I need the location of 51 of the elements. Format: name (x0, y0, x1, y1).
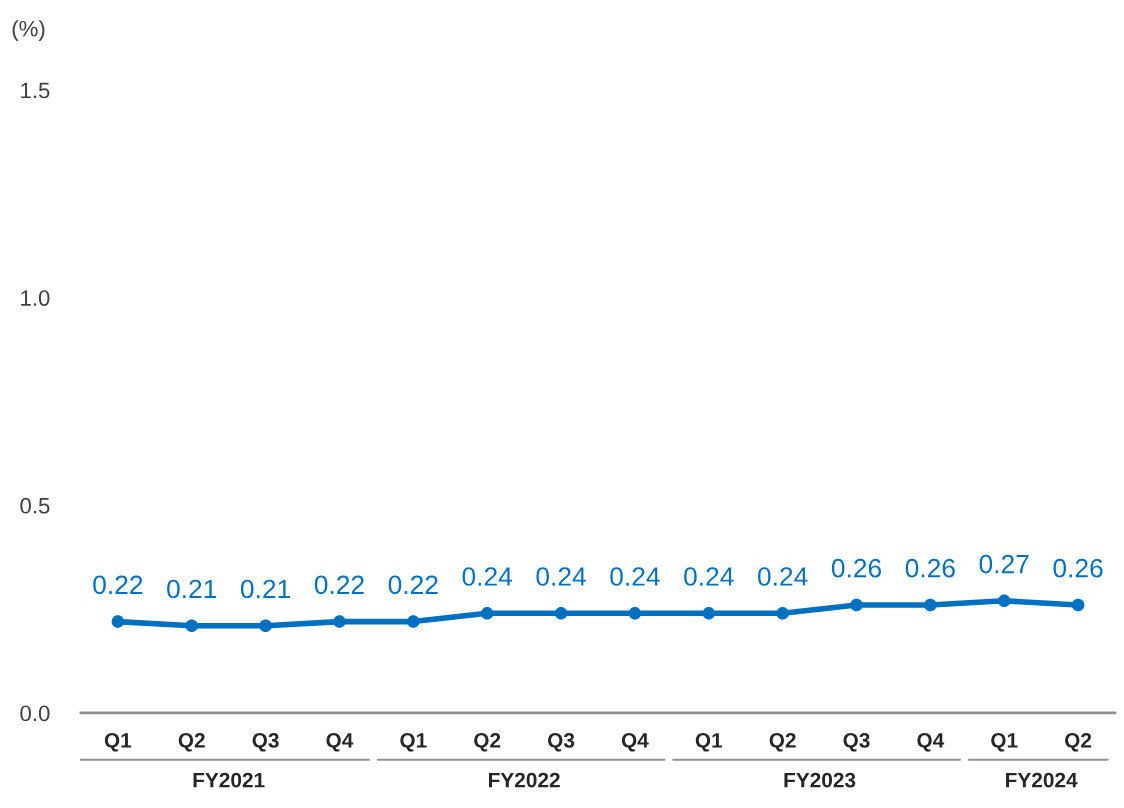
data-label: 0.21 (240, 579, 290, 599)
point (259, 619, 272, 633)
text: FY2022 (489, 772, 560, 788)
data-label: 0.21 (167, 579, 217, 599)
x-tick-label: Q3 (843, 732, 870, 752)
y-tick-label: 0.5 (20, 497, 50, 514)
data-label: 0.27 (979, 554, 1029, 574)
text: FY2024 (1006, 772, 1078, 788)
point (1071, 598, 1085, 612)
point (111, 615, 125, 628)
data-label: 0.24 (462, 567, 513, 586)
x-tick-label: Q1 (695, 732, 723, 752)
x-tick-label: Q1 (400, 732, 427, 752)
data-label: 0.26 (1053, 558, 1103, 578)
point (628, 607, 642, 620)
text: FY2021 (193, 772, 265, 788)
data-label: 0.24 (757, 567, 808, 586)
x-tick-label: Q2 (178, 732, 205, 752)
data-label: 0.24 (684, 567, 734, 586)
text: FY2023 (784, 772, 856, 788)
point (997, 594, 1011, 608)
point (333, 615, 346, 628)
point (702, 607, 716, 620)
point (407, 615, 420, 628)
x-tick-label: Q1 (991, 732, 1018, 752)
x-tick-label: Q2 (769, 732, 796, 752)
x-tick-label: Q4 (326, 732, 354, 752)
x-tick-label: Q3 (252, 732, 279, 752)
point (185, 619, 198, 633)
x-tick-label: Q3 (548, 732, 575, 752)
x-tick-label: Q1 (104, 732, 132, 752)
data-label: 0.26 (831, 558, 882, 578)
point (554, 607, 568, 620)
data-label: 0.24 (536, 567, 586, 586)
x-tick-label: Q4 (917, 732, 945, 752)
y-tick-label: 1.0 (21, 290, 50, 306)
y-tick-label: 1.5 (21, 82, 50, 99)
data-label: 0.24 (610, 567, 660, 586)
y-tick-label: 0.0 (20, 705, 50, 722)
point (850, 598, 863, 612)
data-label: 0.22 (93, 575, 143, 595)
point (776, 607, 789, 620)
y-axis-title: (%) (12, 20, 45, 41)
point (480, 607, 494, 620)
point (924, 598, 937, 612)
data-label: 0.22 (388, 575, 438, 595)
data-label: 0.22 (314, 575, 364, 595)
x-tick-label: Q2 (474, 732, 501, 752)
x-tick-label: Q2 (1065, 732, 1092, 752)
x-tick-label: Q4 (621, 732, 649, 752)
data-label: 0.26 (905, 558, 955, 578)
